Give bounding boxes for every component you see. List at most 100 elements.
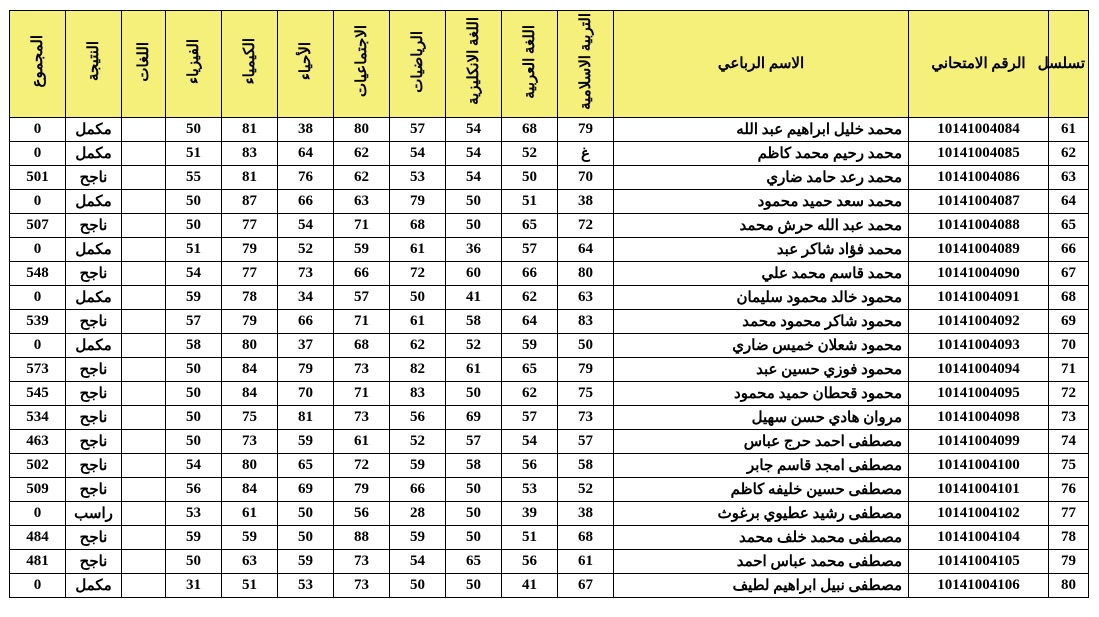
cell-arabic: 65 (502, 357, 558, 381)
cell-biology: 65 (278, 453, 334, 477)
cell-islamic: 70 (558, 165, 614, 189)
cell-chemistry: 61 (222, 501, 278, 525)
cell-physics: 50 (166, 429, 222, 453)
col-header-exam_no: الرقم الامتحاني (909, 11, 1049, 118)
cell-total: 534 (10, 405, 66, 429)
cell-english: 54 (446, 165, 502, 189)
cell-biology: 59 (278, 429, 334, 453)
cell-arabic: 41 (502, 573, 558, 597)
table-row: 7910141004105مصطفى محمد عباس احمد6156655… (10, 549, 1089, 573)
cell-physics: 57 (166, 309, 222, 333)
cell-chemistry: 81 (222, 117, 278, 141)
cell-total: 539 (10, 309, 66, 333)
cell-physics: 50 (166, 117, 222, 141)
cell-name: محمد سعد حميد محمود (614, 189, 909, 213)
col-header-physics: الفيزياء (166, 11, 222, 118)
cell-islamic: 38 (558, 501, 614, 525)
cell-seq: 65 (1049, 213, 1089, 237)
cell-chemistry: 80 (222, 453, 278, 477)
cell-islamic: 57 (558, 429, 614, 453)
col-label: النتيجة (85, 41, 103, 81)
cell-name: محمد رعد حامد ضاري (614, 165, 909, 189)
cell-total: 0 (10, 573, 66, 597)
cell-math: 61 (390, 309, 446, 333)
table-row: 7410141004099مصطفى احمد حرج عباس57545752… (10, 429, 1089, 453)
cell-math: 62 (390, 333, 446, 357)
cell-math: 66 (390, 477, 446, 501)
cell-seq: 68 (1049, 285, 1089, 309)
cell-islamic: 61 (558, 549, 614, 573)
cell-result: ناجح (66, 309, 122, 333)
cell-total: 0 (10, 285, 66, 309)
cell-physics: 50 (166, 213, 222, 237)
cell-seq: 72 (1049, 381, 1089, 405)
cell-social: 63 (334, 189, 390, 213)
cell-english: 52 (446, 333, 502, 357)
cell-total: 0 (10, 333, 66, 357)
cell-physics: 50 (166, 549, 222, 573)
cell-math: 56 (390, 405, 446, 429)
table-row: 7210141004095محمود قحطان حميد محمود75625… (10, 381, 1089, 405)
cell-english: 60 (446, 261, 502, 285)
table-row: 6810141004091محمود خالد محمود سليمان6362… (10, 285, 1089, 309)
col-header-total: المجموع (10, 11, 66, 118)
cell-arabic: 53 (502, 477, 558, 501)
cell-english: 50 (446, 381, 502, 405)
cell-langs (122, 165, 166, 189)
cell-seq: 61 (1049, 117, 1089, 141)
cell-english: 57 (446, 429, 502, 453)
col-label: المجموع (29, 35, 47, 87)
cell-seq: 66 (1049, 237, 1089, 261)
cell-social: 73 (334, 549, 390, 573)
table-row: 7510141004100مصطفى امجد قاسم جابر5856585… (10, 453, 1089, 477)
cell-result: ناجح (66, 357, 122, 381)
cell-math: 50 (390, 285, 446, 309)
cell-social: 71 (334, 213, 390, 237)
cell-langs (122, 189, 166, 213)
cell-seq: 67 (1049, 261, 1089, 285)
cell-islamic: 50 (558, 333, 614, 357)
cell-islamic: 72 (558, 213, 614, 237)
cell-social: 56 (334, 501, 390, 525)
cell-english: 36 (446, 237, 502, 261)
cell-chemistry: 77 (222, 213, 278, 237)
cell-english: 50 (446, 525, 502, 549)
cell-exam_no: 10141004101 (909, 477, 1049, 501)
cell-social: 73 (334, 573, 390, 597)
cell-seq: 76 (1049, 477, 1089, 501)
cell-name: محمود شعلان خميس ضاري (614, 333, 909, 357)
cell-total: 0 (10, 189, 66, 213)
col-header-english: اللغة الانكليزية (446, 11, 502, 118)
cell-arabic: 39 (502, 501, 558, 525)
cell-math: 54 (390, 141, 446, 165)
cell-langs (122, 141, 166, 165)
cell-langs (122, 117, 166, 141)
cell-name: محمد عبد الله حرش محمد (614, 213, 909, 237)
cell-biology: 38 (278, 117, 334, 141)
cell-arabic: 62 (502, 285, 558, 309)
cell-english: 50 (446, 189, 502, 213)
cell-result: ناجح (66, 477, 122, 501)
cell-exam_no: 10141004095 (909, 381, 1049, 405)
col-header-math: الرياضيات (390, 11, 446, 118)
cell-biology: 79 (278, 357, 334, 381)
cell-name: محمود خالد محمود سليمان (614, 285, 909, 309)
cell-arabic: 51 (502, 189, 558, 213)
cell-arabic: 56 (502, 453, 558, 477)
table-row: 8010141004106مصطفى نبيل ابراهيم لطيف6741… (10, 573, 1089, 597)
cell-english: 50 (446, 213, 502, 237)
cell-result: مكمل (66, 237, 122, 261)
cell-name: مصطفى نبيل ابراهيم لطيف (614, 573, 909, 597)
table-row: 7710141004102مصطفى رشيد عطيوي برغوث38395… (10, 501, 1089, 525)
cell-langs (122, 501, 166, 525)
cell-chemistry: 83 (222, 141, 278, 165)
cell-social: 80 (334, 117, 390, 141)
cell-chemistry: 73 (222, 429, 278, 453)
cell-exam_no: 10141004085 (909, 141, 1049, 165)
cell-result: مكمل (66, 141, 122, 165)
cell-result: مكمل (66, 285, 122, 309)
cell-exam_no: 10141004093 (909, 333, 1049, 357)
cell-exam_no: 10141004086 (909, 165, 1049, 189)
cell-biology: 73 (278, 261, 334, 285)
col-label: الكيمياء (241, 38, 259, 84)
